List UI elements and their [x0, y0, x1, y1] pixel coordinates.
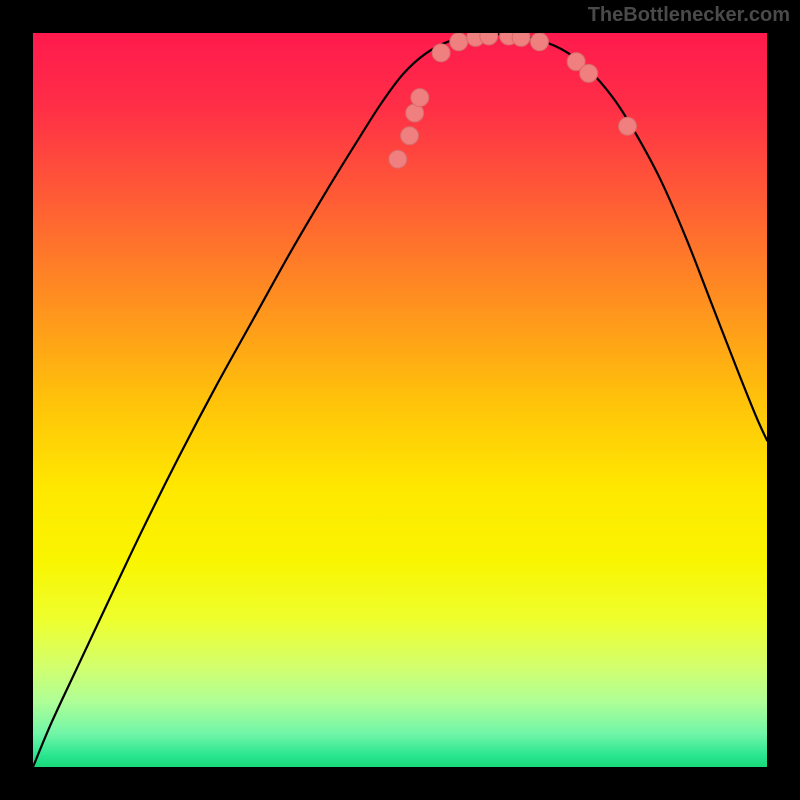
data-marker: [512, 33, 530, 46]
plot-area: [33, 33, 767, 767]
data-marker: [450, 33, 468, 51]
data-marker: [411, 89, 429, 107]
data-marker: [432, 44, 450, 62]
curve-line: [33, 34, 767, 767]
watermark-text: TheBottlenecker.com: [588, 4, 790, 27]
data-marker: [389, 150, 407, 168]
data-marker: [530, 33, 548, 51]
data-marker: [401, 127, 419, 145]
bottleneck-curve: [33, 33, 767, 767]
data-marker: [619, 117, 637, 135]
data-marker: [580, 64, 598, 82]
